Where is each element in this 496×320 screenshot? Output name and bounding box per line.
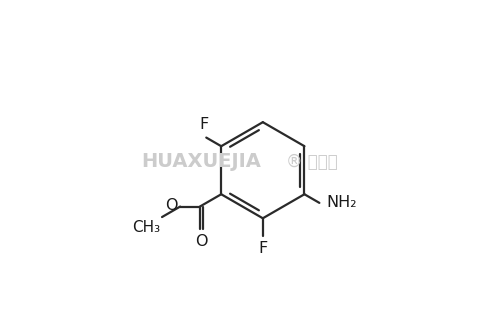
Text: NH₂: NH₂ <box>326 196 357 210</box>
Text: O: O <box>165 198 178 213</box>
Text: F: F <box>199 117 208 132</box>
Text: HUAXUEJIA: HUAXUEJIA <box>141 152 261 171</box>
Text: ® 化学加: ® 化学加 <box>286 153 338 171</box>
Text: CH₃: CH₃ <box>132 220 160 235</box>
Text: O: O <box>195 234 208 249</box>
Text: F: F <box>258 241 267 256</box>
